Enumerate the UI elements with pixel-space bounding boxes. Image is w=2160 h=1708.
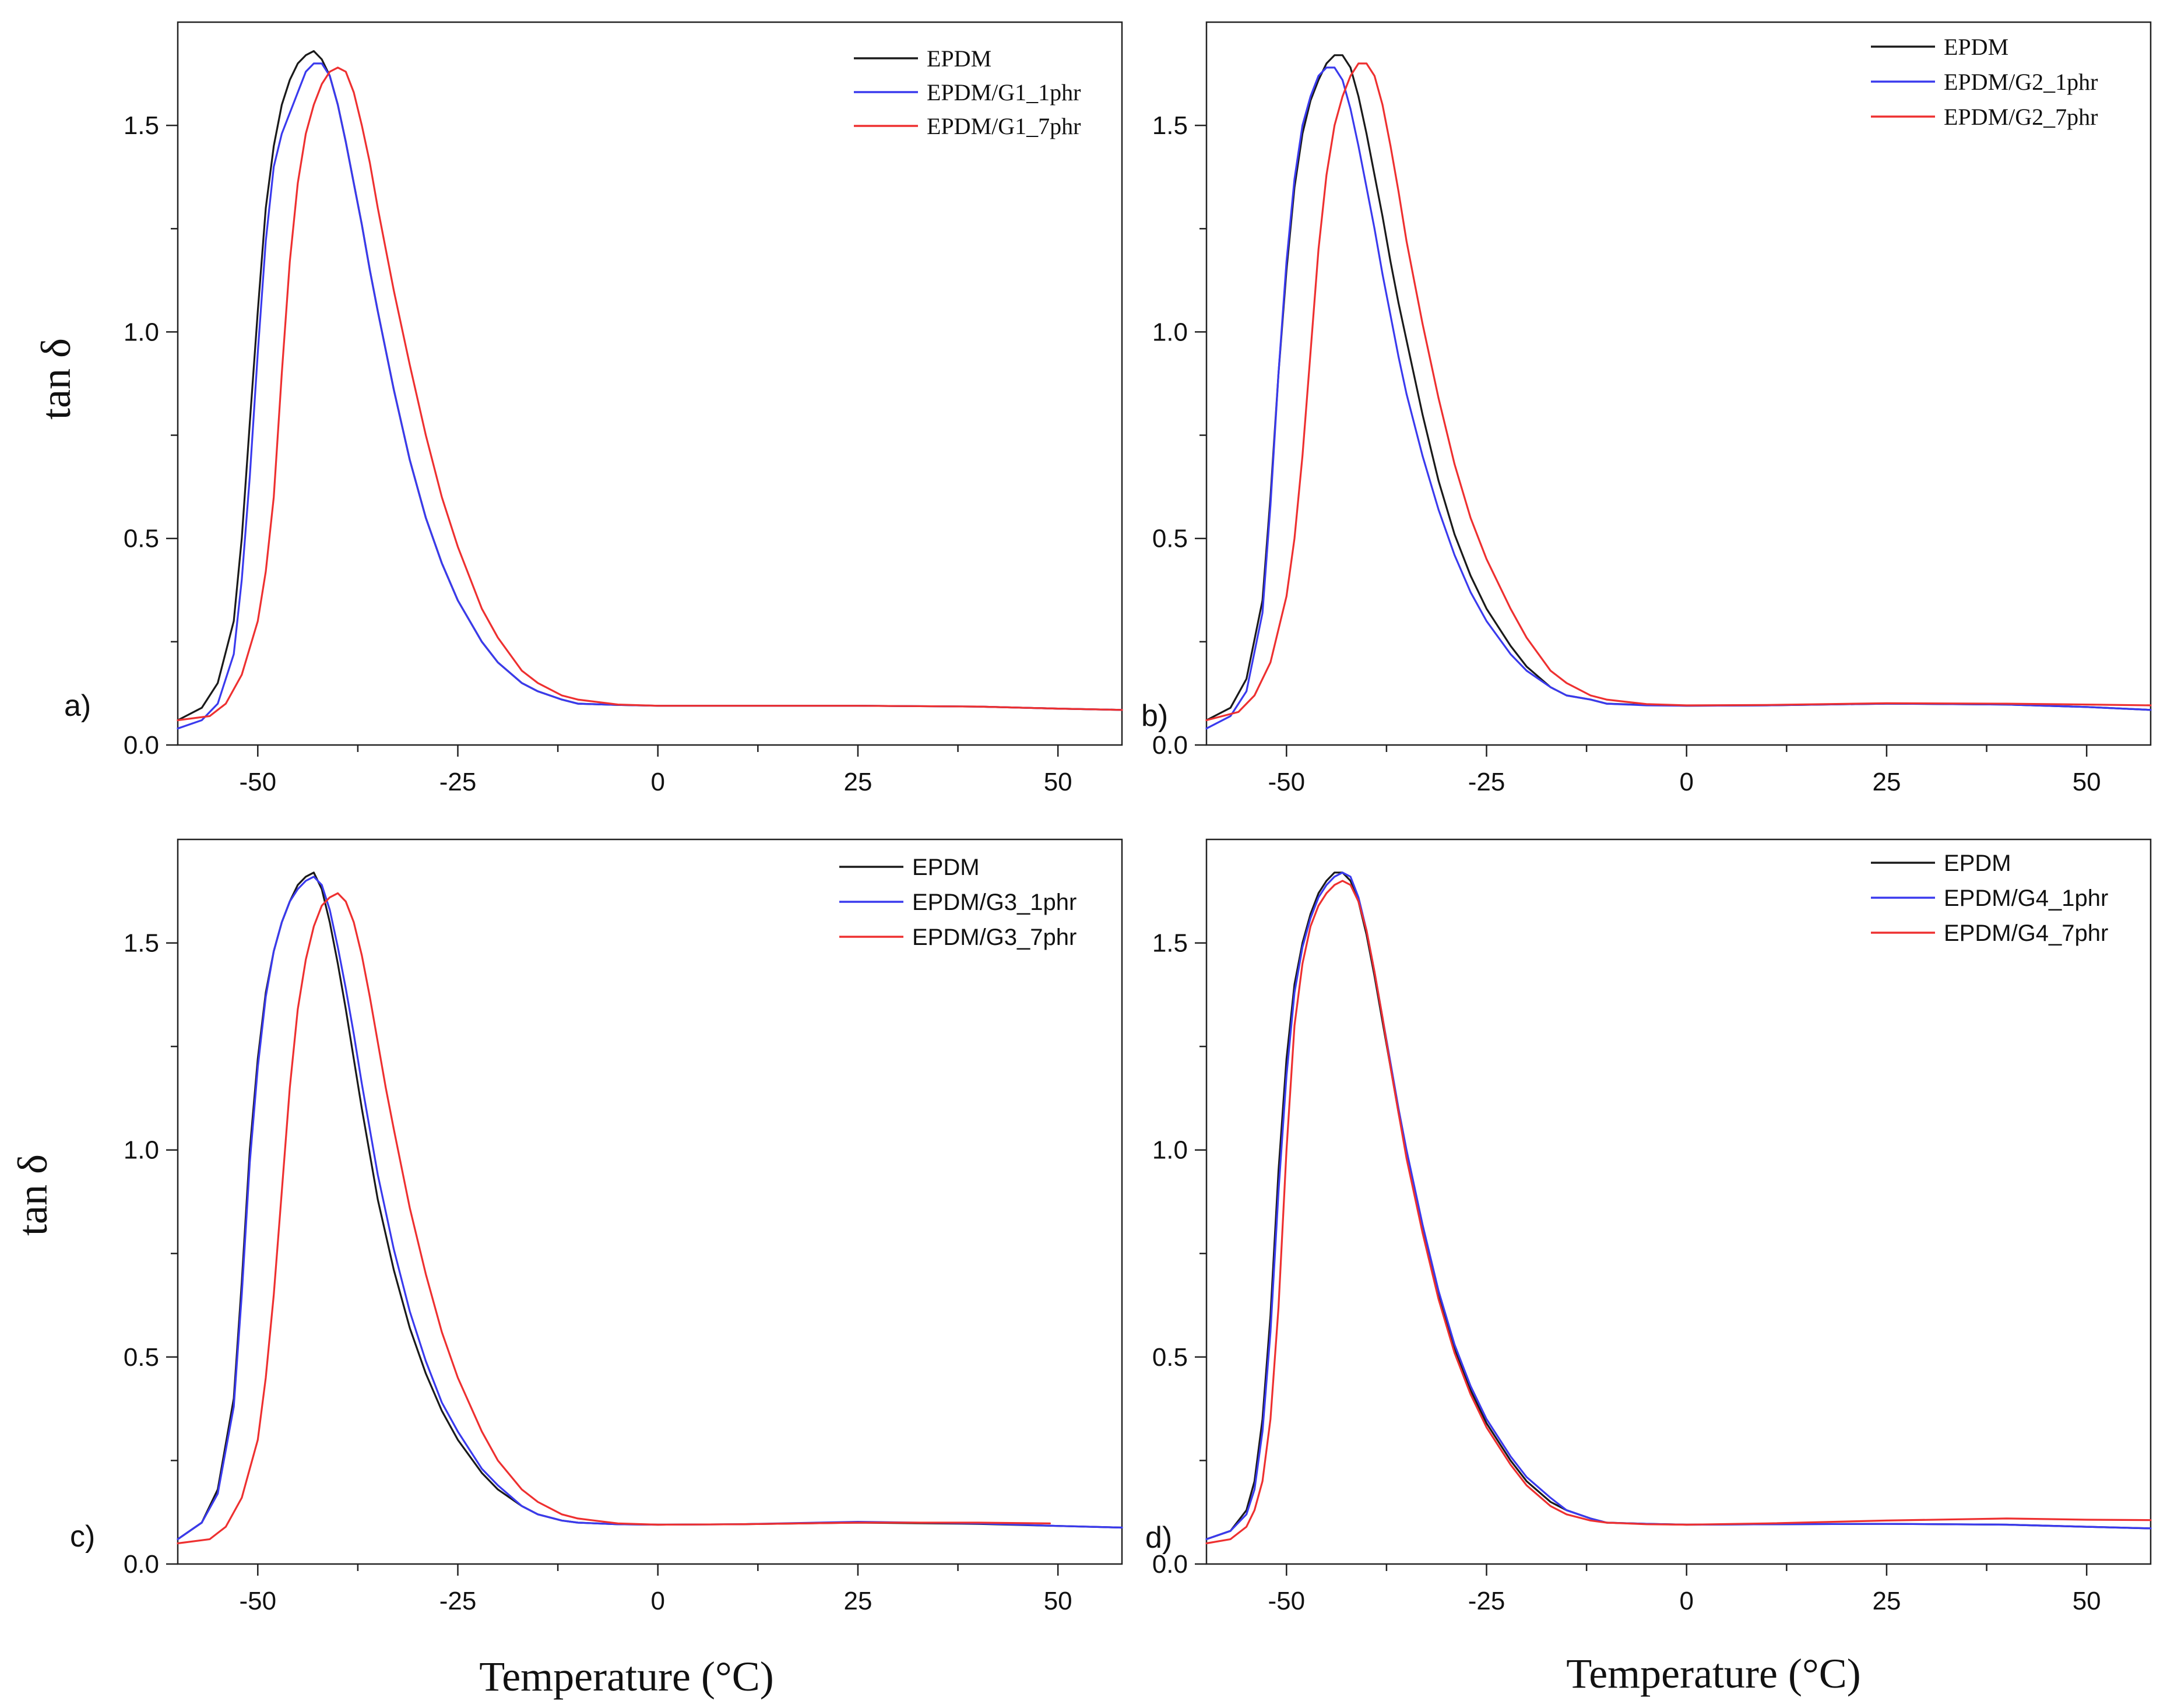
y-tick-label: 0.5 <box>1152 525 1188 553</box>
x-tick-label: 0 <box>650 1587 664 1615</box>
x-tick-label: 0 <box>1679 1587 1693 1615</box>
x-tick-label: 50 <box>2073 1587 2101 1615</box>
series-line-epdm <box>177 50 1123 722</box>
legend-entry-label: EPDM/G2_7phr <box>1944 104 2098 130</box>
y-tick-label: 1.5 <box>124 111 159 140</box>
x-tick-label: 50 <box>1044 768 1072 796</box>
x-tick-label: -25 <box>1468 1587 1505 1615</box>
y-tick-label: 1.0 <box>1152 1136 1188 1165</box>
y-tick-label: 0.5 <box>124 525 159 553</box>
x-tick-label: -50 <box>239 1587 276 1615</box>
y-axis-title-top: tan δ <box>33 338 79 420</box>
series-line-epdm-g1-1phr <box>177 62 1123 730</box>
plot-frame <box>1205 21 2152 746</box>
y-tick-label: 1.0 <box>1152 318 1188 346</box>
legend-entry-label: EPDM <box>1944 851 2011 876</box>
x-tick-label: 25 <box>1872 1587 1901 1615</box>
panel-label: c) <box>70 1520 95 1554</box>
x-tick-label: 25 <box>843 1587 872 1615</box>
panel-a: -50 -25 0 25 50 0.0 0.5 1.0 1.5 EPDM EPDM/G1_1phr E… <box>64 21 1123 796</box>
plot-frame <box>177 838 1123 1565</box>
legend-entry-label: EPDM <box>1944 34 2008 60</box>
plot-frame <box>177 21 1123 746</box>
legend-entry-label: EPDM/G4_7phr <box>1944 920 2108 946</box>
panel-d: -50 -25 0 25 50 0.0 0.5 1.0 1.5 EPDM EPDM/G4_1phr E… <box>1145 838 2152 1615</box>
series-line-epdm-g4-1phr <box>1205 871 2152 1540</box>
x-tick-label: 25 <box>843 768 872 796</box>
x-tick-label: 0 <box>1679 768 1693 796</box>
legend-entry-label: EPDM/G3_1phr <box>912 890 1077 915</box>
series-line-epdm-g4-7phr <box>1205 880 2152 1545</box>
y-axis-title-bottom: tan δ <box>9 1154 56 1236</box>
y-tick-label: 1.0 <box>124 1136 159 1165</box>
x-tick-label: -50 <box>239 768 276 796</box>
y-tick-label: 0.0 <box>124 1550 159 1579</box>
legend-entry-label: EPDM/G3_7phr <box>912 925 1077 950</box>
series-line-epdm-g3-1phr <box>177 876 1123 1540</box>
y-tick-label: 0.0 <box>1152 1550 1188 1579</box>
y-tick-label: 1.5 <box>1152 111 1188 140</box>
y-tick-label: 1.5 <box>1152 929 1188 958</box>
legend-entry-label: EPDM/G4_1phr <box>1944 885 2108 911</box>
panel-c: -50 -25 0 25 50 0.0 0.5 1.0 1.5 EPDM EPDM/G3_1phr E… <box>70 838 1123 1615</box>
y-tick-label: 0.5 <box>1152 1343 1188 1372</box>
x-tick-label: -25 <box>439 768 477 796</box>
y-tick-label: 0.5 <box>124 1343 159 1372</box>
plot-frame <box>1205 838 2152 1565</box>
series-line-epdm-g2-7phr <box>1205 62 2152 722</box>
x-tick-label: 50 <box>1044 1587 1072 1615</box>
series-line-epdm <box>1205 54 2152 722</box>
x-tick-label: -50 <box>1268 768 1305 796</box>
x-tick-label: -25 <box>439 1587 477 1615</box>
panel-label: d) <box>1145 1521 1172 1555</box>
legend-entry-label: EPDM/G2_1phr <box>1944 69 2098 95</box>
legend-entry-label: EPDM/G1_1phr <box>927 79 1081 106</box>
x-tick-label: -50 <box>1268 1587 1305 1615</box>
series-line-epdm <box>177 871 1123 1540</box>
x-tick-label: -25 <box>1468 768 1505 796</box>
legend-entry-label: EPDM/G1_7phr <box>927 113 1081 139</box>
y-tick-label: 1.5 <box>124 929 159 958</box>
x-tick-label: 25 <box>1872 768 1901 796</box>
y-tick-label: 0.0 <box>124 731 159 760</box>
series-line-epdm <box>1205 871 2152 1540</box>
panel-label: b) <box>1141 699 1168 733</box>
panel-label: a) <box>64 689 91 723</box>
x-tick-label: 0 <box>650 768 664 796</box>
series-line-epdm-g1-7phr <box>177 66 1123 722</box>
legend-entry-label: EPDM <box>927 45 991 72</box>
series-line-epdm-g2-1phr <box>1205 66 2152 730</box>
series-line-epdm-g3-7phr <box>177 892 1051 1545</box>
y-tick-label: 1.0 <box>124 318 159 346</box>
panel-b: -50 -25 0 25 50 0.0 0.5 1.0 1.5 EPDM EPDM/G2_1phr E… <box>1141 21 2152 796</box>
x-axis-title-left: Temperature (°C) <box>479 1653 774 1700</box>
x-axis-title-right: Temperature (°C) <box>1566 1650 1861 1697</box>
legend-entry-label: EPDM <box>912 855 980 880</box>
y-tick-label: 0.0 <box>1152 731 1188 760</box>
x-tick-label: 50 <box>2073 768 2101 796</box>
